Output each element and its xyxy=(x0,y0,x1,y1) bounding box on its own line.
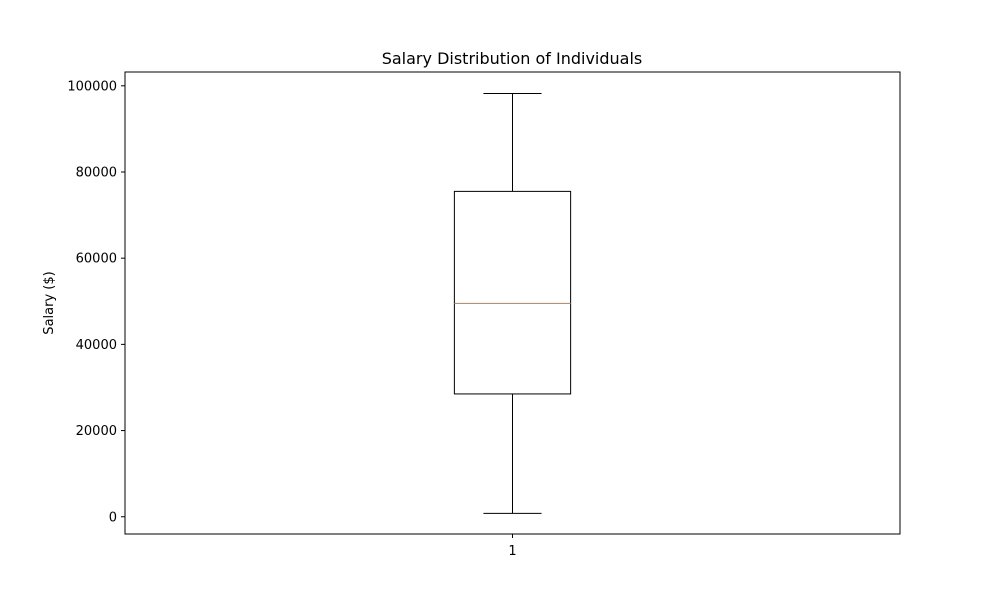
y-tick-label: 60000 xyxy=(76,252,117,267)
x-tick-label: 1 xyxy=(508,544,516,559)
x-axis: 1 xyxy=(508,534,517,559)
box-iqr xyxy=(453,190,572,395)
y-tick-label: 20000 xyxy=(76,424,117,439)
y-tick-label: 0 xyxy=(109,510,117,525)
y-tick-label: 40000 xyxy=(76,338,117,353)
y-tick-label: 100000 xyxy=(67,79,117,94)
y-tick-label: 80000 xyxy=(76,165,117,180)
y-axis-label: Salary ($) xyxy=(42,271,57,334)
y-axis: 0 20000 40000 60000 80000 100000 xyxy=(67,79,125,525)
box-plot xyxy=(453,93,572,514)
chart-title: Salary Distribution of Individuals xyxy=(382,49,643,68)
